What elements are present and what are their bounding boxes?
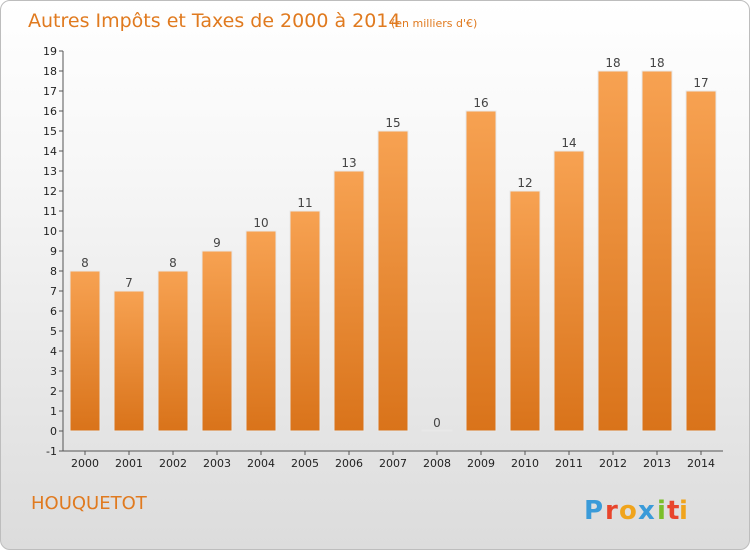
y-tick-label: 3 <box>50 365 57 378</box>
x-tick-label: 2012 <box>599 457 627 470</box>
y-tick-label: 12 <box>43 185 57 198</box>
bar-value-label: 17 <box>693 76 708 90</box>
y-tick-label: 4 <box>50 345 57 358</box>
x-tick-label: 2007 <box>379 457 407 470</box>
bar <box>377 130 409 432</box>
x-tick-label: 2006 <box>335 457 363 470</box>
bar-value-label: 10 <box>253 216 268 230</box>
x-tick-label: 2001 <box>115 457 143 470</box>
bar-value-label: 11 <box>297 196 312 210</box>
x-tick-label: 2011 <box>555 457 583 470</box>
bar <box>641 70 673 432</box>
y-tick-label: 19 <box>43 45 57 58</box>
logo-letter: i <box>679 496 688 526</box>
y-tick-label: 8 <box>50 265 57 278</box>
bar <box>333 170 365 432</box>
bar <box>69 270 101 432</box>
bar-value-label: 14 <box>561 136 576 150</box>
bar <box>553 150 585 432</box>
chart-subtitle: (en milliers d'€) <box>391 17 477 30</box>
y-tick-label: 0 <box>50 425 57 438</box>
bar <box>245 230 277 432</box>
x-tick-label: 2010 <box>511 457 539 470</box>
bar-value-label: 9 <box>213 236 221 250</box>
y-tick-label: 18 <box>43 65 57 78</box>
logo-letter: P <box>584 496 603 526</box>
y-tick-label: 6 <box>50 305 57 318</box>
bar <box>421 429 453 432</box>
bar <box>201 250 233 432</box>
bar <box>113 290 145 432</box>
bars <box>69 70 717 432</box>
x-tick-label: 2008 <box>423 457 451 470</box>
value-labels: 8 7 8 9 10 11 13 15 0 16 12 14 18 18 17 <box>81 56 708 430</box>
bar-value-label: 13 <box>341 156 356 170</box>
y-tick-label: 16 <box>43 105 57 118</box>
x-tick-label: 2005 <box>291 457 319 470</box>
x-tick-label: 2013 <box>643 457 671 470</box>
y-tick-label: 17 <box>43 85 57 98</box>
y-tick-label: 9 <box>50 245 57 258</box>
bar <box>685 90 717 432</box>
bar-value-label: 8 <box>169 256 177 270</box>
y-tick-label: -1 <box>46 445 57 458</box>
logo-letter: r <box>605 496 618 526</box>
bar-value-label: 15 <box>385 116 400 130</box>
logo-letter: o <box>619 496 637 526</box>
x-tick-label: 2002 <box>159 457 187 470</box>
bar-value-label: 12 <box>517 176 532 190</box>
bar-value-label: 18 <box>649 56 664 70</box>
x-tick-label: 2004 <box>247 457 275 470</box>
chart-title: Autres Impôts et Taxes de 2000 à 2014 <box>28 10 401 32</box>
y-tick-label: 10 <box>43 225 57 238</box>
x-tick-label: 2009 <box>467 457 495 470</box>
bar <box>465 110 497 432</box>
bar-value-label: 18 <box>605 56 620 70</box>
bar <box>157 270 189 432</box>
x-tick-label: 2000 <box>71 457 99 470</box>
bar <box>597 70 629 432</box>
y-tick-label: 14 <box>43 145 57 158</box>
y-tick-label: 1 <box>50 405 57 418</box>
bar-value-label: 7 <box>125 276 133 290</box>
bar-value-label: 8 <box>81 256 89 270</box>
bar-value-label: 16 <box>473 96 488 110</box>
logo-letter: i <box>657 496 666 526</box>
x-tick-label: 2003 <box>203 457 231 470</box>
y-tick-label: 15 <box>43 125 57 138</box>
y-tick-label: 5 <box>50 325 57 338</box>
logo-letter: x <box>638 496 655 526</box>
y-tick-label: 11 <box>43 205 57 218</box>
x-tick-label: 2014 <box>687 457 715 470</box>
bar <box>289 210 321 432</box>
y-tick-label: 7 <box>50 285 57 298</box>
bar-value-label: 0 <box>433 416 441 430</box>
y-tick-label: 13 <box>43 165 57 178</box>
logo-letter: t <box>667 496 679 526</box>
y-tick-label: 2 <box>50 385 57 398</box>
commune-name: HOUQUETOT <box>31 493 148 514</box>
bar <box>509 190 541 432</box>
